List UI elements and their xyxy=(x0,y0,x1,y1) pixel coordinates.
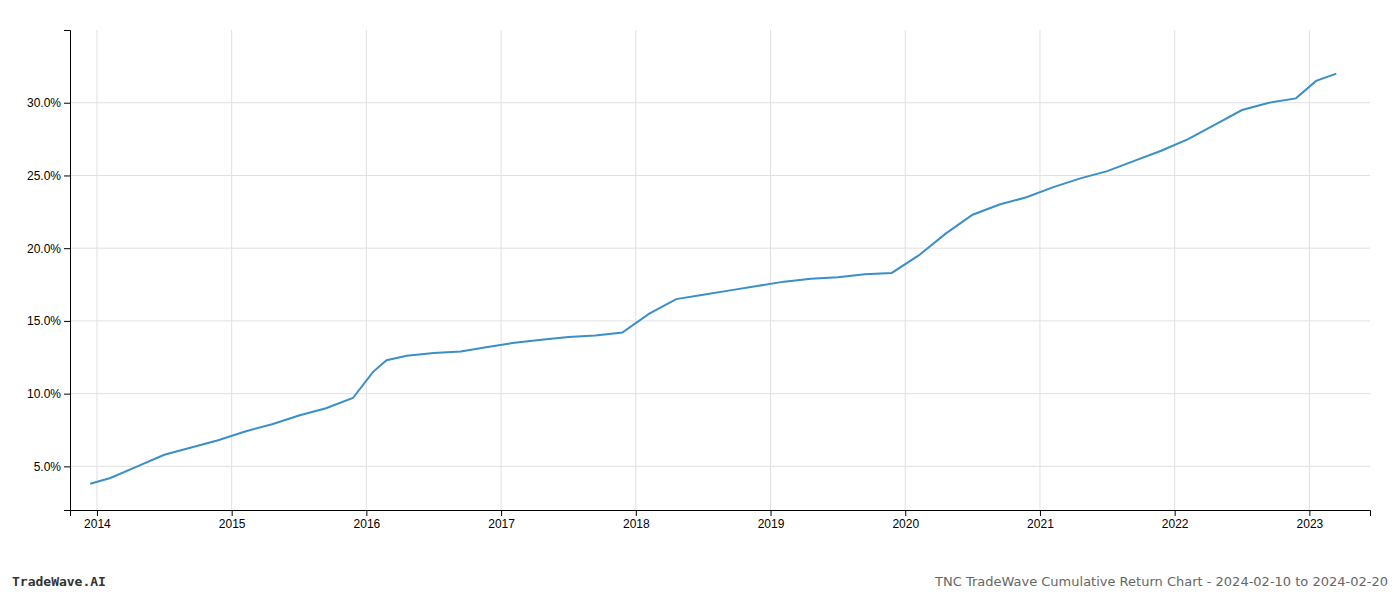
x-tick-mark xyxy=(905,510,906,516)
y-tick-label: 5.0% xyxy=(34,460,62,474)
x-tick-label: 2015 xyxy=(219,517,246,531)
y-tick: 5.0% xyxy=(34,460,70,474)
grid-line-x xyxy=(635,30,636,510)
chart-container: 2014 2015 2016 2017 2018 2019 2020 2021 2022 2023… xyxy=(0,0,1400,600)
x-tick: 2023 xyxy=(1297,510,1324,531)
x-axis: 2014 2015 2016 2017 2018 2019 2020 2021 2022 2023 xyxy=(71,510,1371,531)
y-tick-mark xyxy=(64,394,70,395)
data-line xyxy=(90,74,1336,484)
y-tick-mark xyxy=(64,175,70,176)
grid-line-x xyxy=(905,30,906,510)
footer: TradeWave.AI TNC TradeWave Cumulative Ret… xyxy=(12,574,1388,589)
x-tick-label: 2017 xyxy=(488,517,515,531)
x-tick: 2016 xyxy=(354,510,381,531)
x-tick: 2017 xyxy=(488,510,515,531)
x-tick-mark xyxy=(501,510,502,516)
x-tick: 2021 xyxy=(1027,510,1054,531)
y-tick-label: 25.0% xyxy=(27,169,61,183)
x-tick: 2018 xyxy=(623,510,650,531)
y-tick: 15.0% xyxy=(27,314,70,328)
x-tick: 2020 xyxy=(892,510,919,531)
y-tick-mark xyxy=(64,466,70,467)
x-tick-mark xyxy=(1175,510,1176,516)
x-tick: 2022 xyxy=(1162,510,1189,531)
grid-line-x xyxy=(501,30,502,510)
y-tick: 25.0% xyxy=(27,169,70,183)
y-tick-label: 10.0% xyxy=(27,387,61,401)
y-tick-label: 15.0% xyxy=(27,314,61,328)
y-tick-mark xyxy=(64,321,70,322)
x-tick-label: 2023 xyxy=(1297,517,1324,531)
y-axis: 5.0% 10.0% 15.0% 20.0% 25.0% 30.0% xyxy=(27,31,71,511)
grid-line-x xyxy=(96,30,97,510)
grid-line-x xyxy=(1039,30,1040,510)
grid-line-x xyxy=(366,30,367,510)
x-tick: 2014 xyxy=(84,510,111,531)
y-tick-mark xyxy=(64,248,70,249)
watermark: TradeWave.AI xyxy=(12,574,106,589)
y-tick-label: 20.0% xyxy=(27,242,61,256)
x-tick-label: 2014 xyxy=(84,517,111,531)
x-tick-mark xyxy=(1309,510,1310,516)
grid-line-x xyxy=(1174,30,1175,510)
plot-area: 2014 2015 2016 2017 2018 2019 2020 2021 2022 2023… xyxy=(27,30,1371,531)
y-tick-mark xyxy=(64,103,70,104)
y-tick: 20.0% xyxy=(27,242,70,256)
x-tick: 2015 xyxy=(219,510,246,531)
grid-line-x xyxy=(231,30,232,510)
x-tick-mark xyxy=(636,510,637,516)
grid-line-x xyxy=(1309,30,1310,510)
x-tick-label: 2020 xyxy=(892,517,919,531)
x-tick-mark xyxy=(97,510,98,516)
x-tick-label: 2016 xyxy=(354,517,381,531)
y-tick-label: 30.0% xyxy=(27,96,61,110)
x-tick: 2019 xyxy=(758,510,785,531)
title: TNC TradeWave Cumulative Return Chart - … xyxy=(934,574,1388,589)
x-tick-label: 2022 xyxy=(1162,517,1189,531)
x-tick-label: 2018 xyxy=(623,517,650,531)
y-tick: 10.0% xyxy=(27,387,70,401)
x-tick-mark xyxy=(1040,510,1041,516)
x-tick-label: 2019 xyxy=(758,517,785,531)
x-tick-mark xyxy=(232,510,233,516)
x-tick-label: 2021 xyxy=(1027,517,1054,531)
marks xyxy=(90,74,1336,484)
x-axis-line xyxy=(71,511,1371,517)
y-axis-line xyxy=(64,31,71,511)
grid-line-x xyxy=(770,30,771,510)
y-tick: 30.0% xyxy=(27,96,70,110)
grid xyxy=(70,30,1370,510)
x-tick-mark xyxy=(366,510,367,516)
chart-svg: 2014 2015 2016 2017 2018 2019 2020 2021 2022 2023… xyxy=(0,0,1400,600)
x-tick-mark xyxy=(771,510,772,516)
